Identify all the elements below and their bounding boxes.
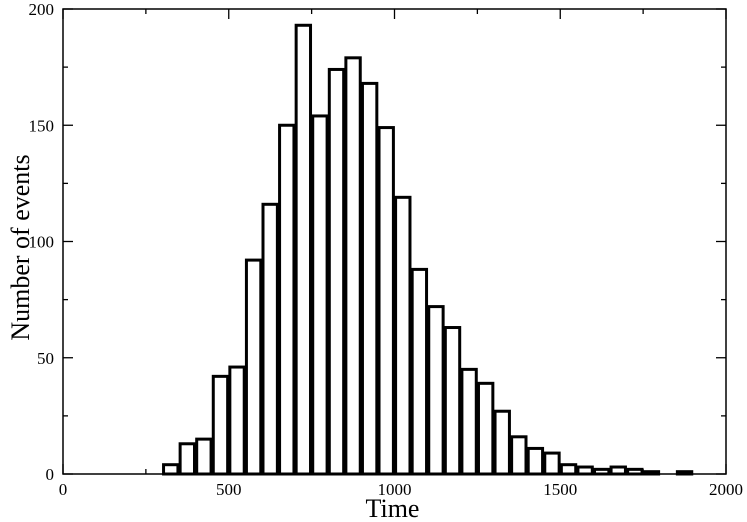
y-axis-title: Number of events xyxy=(6,154,35,340)
histogram-bar xyxy=(394,195,412,476)
histogram-bar xyxy=(261,202,279,476)
x-tick-label: 1500 xyxy=(543,480,577,499)
histogram-bar xyxy=(377,126,395,476)
x-tick-label: 500 xyxy=(216,480,242,499)
histogram-bar xyxy=(162,463,180,476)
histogram-bar xyxy=(493,409,511,476)
histogram-bar xyxy=(543,451,561,476)
y-tick-label: 100 xyxy=(29,233,55,252)
histogram-bar xyxy=(410,267,429,476)
x-tick-label: 1000 xyxy=(378,480,412,499)
y-tick-label: 150 xyxy=(29,116,55,135)
histogram-bar xyxy=(294,23,313,476)
y-tick-label: 0 xyxy=(46,465,55,484)
histogram-bar xyxy=(427,305,445,476)
histogram-bar xyxy=(327,67,346,476)
plot-frame xyxy=(62,8,727,475)
histogram-bar xyxy=(559,463,578,476)
histogram-bar xyxy=(178,442,196,476)
histogram-bar xyxy=(576,465,594,476)
x-tick-label: 0 xyxy=(59,480,68,499)
histogram-bar xyxy=(443,326,462,476)
bars-layer xyxy=(162,23,694,476)
histogram-bar xyxy=(609,465,627,476)
histogram-bar xyxy=(460,367,478,476)
tick-labels-layer: 0 500 1000 1500 2000 0 50 100 150 200 xyxy=(29,0,744,499)
histogram-bar xyxy=(476,381,495,476)
x-tick-label: 2000 xyxy=(709,480,743,499)
y-tick-label: 50 xyxy=(37,349,54,368)
histogram-bar xyxy=(360,81,379,476)
histogram-bar xyxy=(344,56,362,476)
histogram-bar xyxy=(311,114,329,476)
histogram-bar xyxy=(526,446,545,476)
histogram-bar xyxy=(244,258,263,476)
x-axis-title: Time xyxy=(366,494,420,522)
y-tick-label: 200 xyxy=(29,0,55,19)
histogram-bar xyxy=(228,365,246,476)
histogram-bar xyxy=(211,374,230,476)
histogram-bar xyxy=(510,435,528,476)
histogram-bar xyxy=(278,123,296,476)
histogram-bar xyxy=(195,437,213,476)
